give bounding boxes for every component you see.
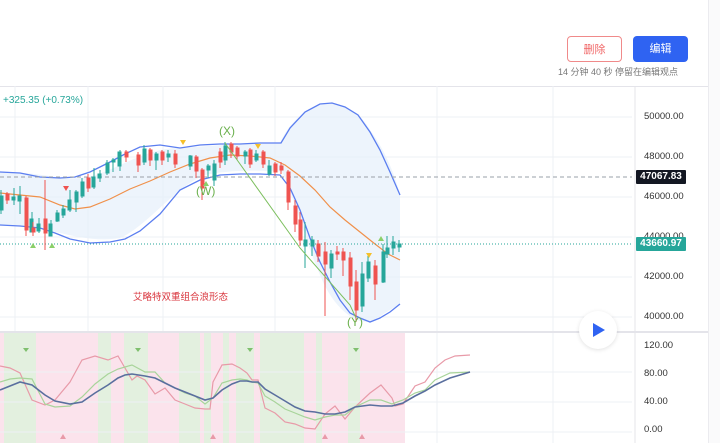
chart-canvas[interactable]: (X) (W) (Y) (0, 86, 708, 443)
oscillator-axis-label: 40.00 (644, 396, 668, 407)
play-button[interactable] (579, 311, 617, 349)
dwell-time-text: 14 分钟 40 秒 停留在编辑观点 (557, 67, 678, 77)
price-change: +325.35 (+0.73%) (3, 95, 84, 106)
edit-button[interactable]: 编辑 (633, 36, 688, 62)
wave-label-w: (W) (196, 184, 215, 198)
delete-button[interactable]: 删除 (567, 36, 622, 62)
price-axis-label: 50000.00 (644, 111, 684, 122)
price-axis-label: 46000.00 (644, 191, 684, 202)
pattern-annotation: 艾略特双重组合浪形态 (133, 292, 229, 303)
wave-label-x: (X) (219, 124, 235, 138)
price-axis-label: 48000.00 (644, 151, 684, 162)
play-icon (593, 323, 605, 337)
price-axis-label: 44000.00 (644, 231, 684, 242)
scrollbar-rail[interactable] (708, 0, 720, 443)
toolbar: 删除 编辑 14 分钟 40 秒 停留在编辑观点 (0, 0, 710, 86)
price-axis-label: 40000.00 (644, 311, 684, 322)
current-price-tag: 43660.97 (636, 237, 686, 251)
reference-price-tag: 47067.83 (636, 170, 686, 184)
price-axis-label: 42000.00 (644, 271, 684, 282)
oscillator-axis-label: 0.00 (644, 424, 663, 435)
oscillator-axis-label: 120.00 (644, 340, 674, 351)
chart-area[interactable] (0, 86, 708, 444)
wave-label-y: (Y) (347, 315, 363, 329)
oscillator-axis-label: 80.00 (644, 368, 668, 379)
